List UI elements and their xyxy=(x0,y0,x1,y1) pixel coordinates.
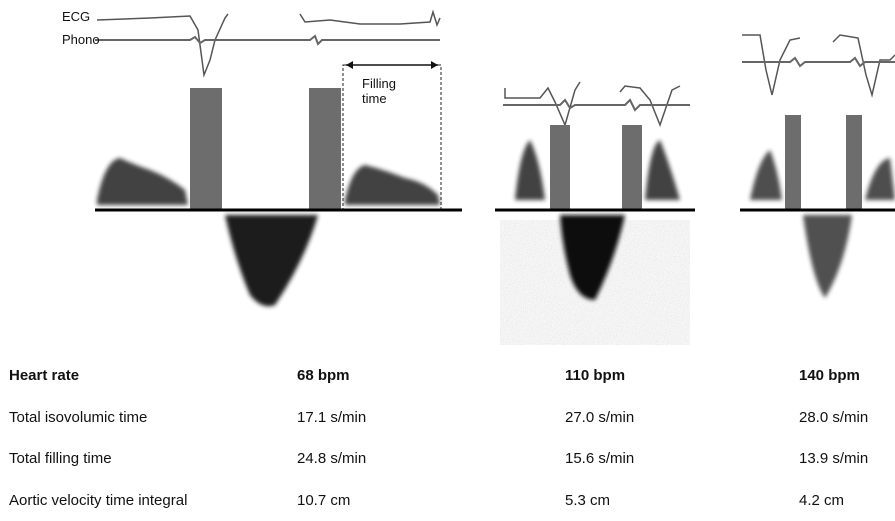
cell: 10.7 cm xyxy=(297,480,565,521)
row-label: Heart rate xyxy=(0,355,297,397)
doppler-signal xyxy=(345,165,440,205)
isovolumic-bar xyxy=(309,88,341,210)
ecg-trace xyxy=(833,35,895,95)
cell: 17.1 s/min xyxy=(297,397,565,439)
cell: 140 bpm xyxy=(799,355,895,397)
row-label: Total isovolumic time xyxy=(0,397,297,439)
phono-trace xyxy=(503,100,690,110)
cell: 110 bpm xyxy=(565,355,799,397)
cell: 5.3 cm xyxy=(565,480,799,521)
cell: 68 bpm xyxy=(297,355,565,397)
page: ECG Phono Filling time Heart rate68 bpm1… xyxy=(0,0,895,520)
phono-label: Phono xyxy=(62,33,100,47)
doppler-signal xyxy=(803,215,852,298)
cell: 27.0 s/min xyxy=(565,397,799,439)
isovolumic-bar xyxy=(846,115,862,210)
doppler-signal xyxy=(225,215,318,306)
isovolumic-bar xyxy=(550,125,570,210)
row-label: Total filling time xyxy=(0,438,297,480)
doppler-figure xyxy=(0,0,895,350)
cell: 24.8 s/min xyxy=(297,438,565,480)
isovolumic-bar xyxy=(190,88,222,210)
cell: 15.6 s/min xyxy=(565,438,799,480)
isovolumic-bar xyxy=(785,115,801,210)
cell: 28.0 s/min xyxy=(799,397,895,439)
cell: 4.2 cm xyxy=(799,480,895,521)
ecg-trace xyxy=(505,82,580,125)
ecg-trace xyxy=(742,35,800,95)
doppler-signal xyxy=(515,140,680,200)
ecg-label: ECG xyxy=(62,10,90,24)
row-label: Aortic velocity time integral xyxy=(0,480,297,521)
isovolumic-bar xyxy=(622,125,642,210)
filling-time-label: Filling time xyxy=(362,76,410,106)
doppler-signal xyxy=(97,158,188,205)
cell: 13.9 s/min xyxy=(799,438,895,480)
doppler-signal xyxy=(750,150,895,200)
